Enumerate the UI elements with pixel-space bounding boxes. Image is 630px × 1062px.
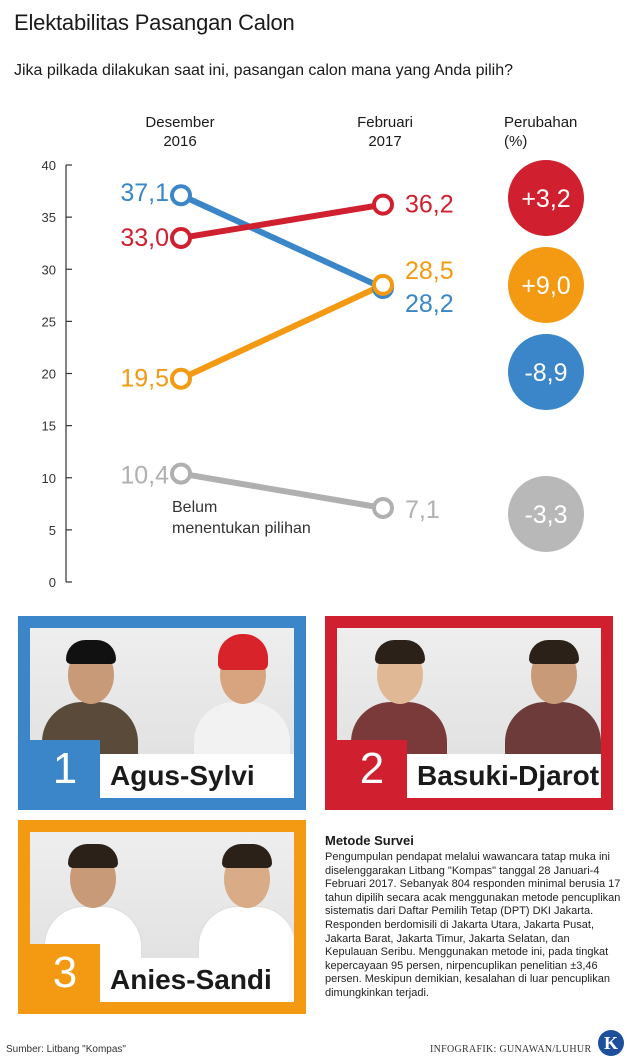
method-title: Metode Survei — [325, 833, 414, 848]
data-label-agus: 37,1 — [120, 179, 169, 207]
data-label-belum: 10,4 — [120, 462, 169, 490]
y-tick-label: 0 — [49, 575, 56, 590]
candidate-card-1: 1 Agus-Sylvi — [18, 616, 306, 810]
data-label-basuki: 36,2 — [405, 191, 454, 219]
candidate-card-2: 2 Basuki-Djarot — [325, 616, 613, 810]
data-label-agus: 28,2 — [405, 290, 454, 318]
y-tick-label: 30 — [42, 262, 56, 277]
change-badge-basuki — [508, 160, 584, 236]
kompas-logo: K — [598, 1030, 624, 1056]
data-label-anies: 19,5 — [120, 365, 169, 393]
candidate-portrait-anies — [40, 840, 144, 958]
candidate-portrait-djarot — [501, 636, 601, 754]
candidate-portrait-agus — [38, 636, 142, 754]
page-title: Elektabilitas Pasangan Calon — [14, 10, 295, 35]
data-point-belum — [170, 462, 192, 485]
data-label-basuki: 33,0 — [120, 224, 169, 252]
series-line-agus — [179, 192, 385, 291]
candidate-photo-2 — [337, 628, 601, 754]
y-tick-label: 20 — [42, 367, 56, 382]
column-header-dec-line1: Desember — [145, 114, 215, 131]
column-header-change-line1: Perubahan — [504, 114, 578, 131]
y-tick-label: 10 — [42, 471, 56, 486]
column-header-feb: Februari 2017 — [325, 113, 445, 151]
candidate-number-2: 2 — [337, 740, 407, 798]
series-line-basuki — [180, 201, 384, 241]
candidate-card-3: 3 Anies-Sandi — [18, 820, 306, 1014]
candidate-photo-1 — [30, 628, 294, 754]
candidate-portrait-basuki — [347, 636, 451, 754]
data-point-agus — [170, 184, 192, 207]
candidate-portrait-sandi — [194, 840, 294, 958]
candidate-name-2: Basuki-Djarot — [417, 760, 600, 791]
candidate-name-1: Agus-Sylvi — [110, 760, 255, 791]
y-tick-label: 35 — [42, 210, 56, 225]
change-badge-belum — [508, 476, 584, 552]
data-label-belum: 7,1 — [405, 496, 440, 524]
candidate-number-1: 1 — [30, 740, 100, 798]
y-tick-label: 40 — [42, 158, 56, 173]
series-name-belum: Belum — [172, 499, 217, 516]
line-chart: 0 5 10 15 20 25 30 35 40 37,1 28,2 -8,9 33,0 36,2 +3,2… — [42, 158, 584, 590]
change-label-belum: -3,3 — [524, 501, 567, 529]
column-header-feb-line1: Februari — [357, 114, 413, 131]
column-header-change: Perubahan (%) — [492, 113, 614, 151]
data-point-anies — [170, 367, 192, 390]
candidate-photo-3 — [30, 832, 294, 958]
column-header-dec-line2: 2016 — [163, 133, 197, 150]
y-tick-label: 25 — [42, 314, 56, 329]
candidate-name-3: Anies-Sandi — [110, 964, 272, 995]
change-label-basuki: +3,2 — [521, 185, 570, 213]
y-tick-label: 5 — [49, 523, 56, 538]
source-note: Sumber: Litbang "Kompas" — [6, 1044, 126, 1055]
change-label-agus: -8,9 — [524, 359, 567, 387]
series-name-belum: menentukan pilihan — [172, 520, 311, 537]
column-header-dec: Desember 2016 — [120, 113, 240, 151]
data-point-basuki — [372, 193, 394, 216]
candidate-portrait-sylvi — [190, 634, 294, 754]
y-tick-label: 15 — [42, 419, 56, 434]
change-label-anies: +9,0 — [521, 272, 570, 300]
credit-note: INFOGRAFIK: GUNAWAN/LUHUR — [430, 1044, 592, 1055]
method-text: Pengumpulan pendapat melalui wawancara t… — [325, 851, 621, 999]
change-badge-anies — [508, 247, 584, 323]
series-line-belum — [180, 470, 384, 511]
series-line-anies — [179, 282, 385, 382]
data-point-anies — [372, 273, 394, 296]
column-header-feb-line2: 2017 — [368, 133, 402, 150]
change-badge-agus — [508, 334, 584, 410]
column-header-change-line2: (%) — [504, 133, 528, 150]
chart-question: Jika pilkada dilakukan saat ini, pasanga… — [14, 62, 514, 79]
data-label-anies: 28,5 — [405, 257, 454, 285]
candidate-number-3: 3 — [30, 944, 100, 1002]
data-point-basuki — [170, 226, 192, 249]
data-point-belum — [372, 496, 394, 519]
